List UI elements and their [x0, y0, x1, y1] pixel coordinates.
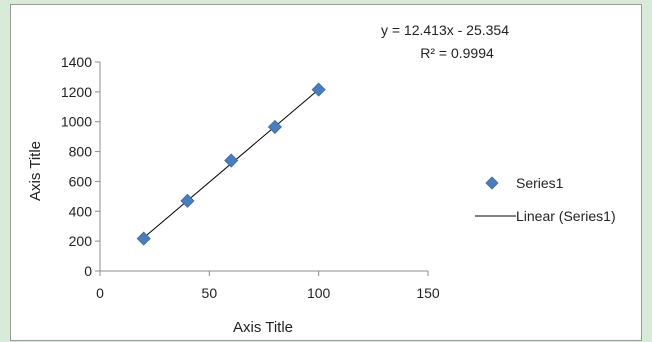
- data-point: [224, 153, 239, 168]
- legend-series1-marker: [485, 176, 499, 190]
- x-tick-label: 0: [96, 285, 104, 301]
- x-tick-label: 100: [307, 285, 331, 301]
- r-squared-label: R² = 0.9994: [420, 45, 494, 61]
- y-tick-label: 1400: [61, 54, 92, 70]
- legend: Series1 Linear (Series1): [475, 175, 616, 224]
- chart-area: 0 200 400 600 800 1000 1200 1400 0 50 100 150 y = 1…: [10, 4, 642, 341]
- legend-trendline-label: Linear (Series1): [516, 208, 616, 224]
- axes-layer: 0 200 400 600 800 1000 1200 1400 0 50 100 150: [61, 54, 440, 301]
- y-tick-label: 0: [84, 263, 92, 279]
- data-point: [311, 82, 326, 97]
- y-tick-label: 400: [69, 203, 93, 219]
- y-tick-label: 200: [69, 233, 93, 249]
- data-point: [180, 193, 195, 208]
- legend-series1-label: Series1: [516, 175, 564, 191]
- y-tick-label: 1200: [61, 84, 92, 100]
- y-tick-label: 800: [69, 144, 93, 160]
- scatter-chart: 0 200 400 600 800 1000 1200 1400 0 50 100 150 y = 1…: [27, 22, 616, 336]
- x-tick-label: 150: [416, 285, 440, 301]
- y-tick-label: 1000: [61, 114, 92, 130]
- y-axis-title: Axis Title: [27, 141, 44, 201]
- data-point: [267, 119, 282, 135]
- data-point: [136, 231, 151, 246]
- x-tick-label: 50: [202, 285, 218, 301]
- y-tick-label: 600: [69, 173, 93, 189]
- trendline-equation: y = 12.413x - 25.354: [381, 22, 509, 38]
- data-points-layer: [136, 82, 326, 246]
- x-axis-title: Axis Title: [233, 319, 293, 336]
